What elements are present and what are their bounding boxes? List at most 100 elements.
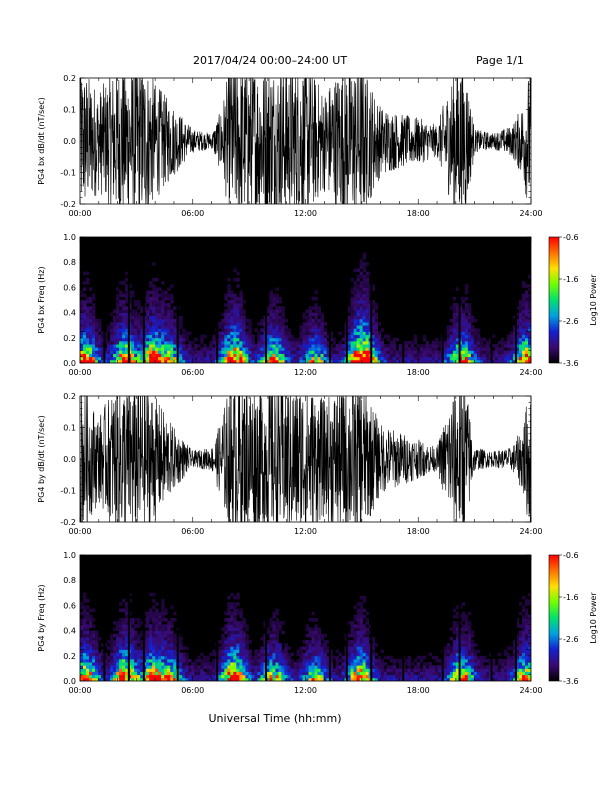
spectrogram-cell — [509, 668, 514, 672]
spectrogram-cell — [113, 655, 117, 660]
spectrogram-cell — [383, 655, 388, 660]
spectrogram-cell — [524, 658, 529, 663]
spectrogram-cell — [173, 334, 177, 339]
spectrogram-cell — [437, 668, 442, 672]
spectrogram-cell — [476, 350, 481, 354]
x-tick-label: 00:00 — [68, 209, 91, 218]
spectrogram-cell — [524, 614, 529, 619]
spectrogram-cell — [242, 630, 246, 635]
spectrogram-cell — [419, 344, 424, 348]
spectrogram-cell — [311, 671, 315, 676]
spectrogram-cell — [449, 658, 454, 663]
spectrogram-cell — [83, 309, 87, 313]
spectrogram-cell — [524, 602, 529, 606]
spectrogram-cell — [107, 353, 111, 358]
spectrogram-cell — [266, 334, 270, 339]
spectrogram-cell — [98, 677, 102, 681]
colorbar-tick-label: -3.6 — [563, 677, 579, 686]
spectrogram-cell — [272, 312, 276, 317]
spectrogram-cell — [86, 640, 90, 644]
spectrogram-cell — [272, 627, 276, 631]
spectrogram-cell — [275, 652, 279, 657]
spectrogram-cell — [158, 658, 162, 663]
spectrogram-cell — [179, 334, 183, 339]
spectrogram-cell — [236, 662, 240, 666]
spectrogram-cell — [122, 340, 126, 345]
spectrogram-cell — [89, 665, 93, 669]
spectrogram-cell — [296, 337, 300, 342]
spectrogram-cell — [428, 671, 433, 676]
spectrogram-cell — [467, 350, 472, 354]
spectrogram-cell — [299, 347, 303, 351]
spectrogram-cell — [92, 318, 96, 323]
spectrogram-cell — [260, 347, 264, 351]
spectrogram-cell — [86, 331, 90, 336]
spectrogram-cell — [236, 640, 240, 644]
spectrogram-cell — [140, 359, 144, 363]
spectrogram-cell — [86, 649, 90, 654]
spectrogram-cell — [233, 658, 237, 663]
spectrogram-cell — [473, 350, 478, 354]
spectrogram-cell — [521, 306, 526, 310]
spectrogram-cell — [257, 337, 261, 342]
spectrogram-cell — [272, 334, 276, 339]
spectrogram-cell — [92, 671, 96, 676]
spectrogram-cell — [122, 674, 126, 679]
spectrogram-cell — [323, 344, 327, 348]
spectrogram-cell — [254, 347, 258, 351]
spectrogram-cell — [218, 646, 222, 650]
spectrogram-cell — [299, 677, 303, 681]
y-tick-label: 0.2 — [63, 392, 76, 401]
spectrogram-cell — [122, 359, 126, 363]
spectrogram-cell — [362, 356, 367, 361]
spectrogram-cell — [140, 309, 144, 313]
spectrogram-cell — [158, 359, 162, 363]
spectrogram-cell — [338, 340, 342, 345]
spectrogram-cell — [224, 665, 228, 669]
spectrogram-cell — [275, 325, 279, 329]
spectrogram-cell — [236, 277, 240, 282]
spectrogram-cell — [422, 356, 427, 361]
spectrogram-cell — [359, 624, 364, 628]
spectrogram-cell — [236, 350, 240, 354]
spectrogram-cell — [527, 602, 531, 606]
spectrogram-cell — [230, 328, 234, 332]
spectrogram-cell — [245, 662, 249, 666]
spectrogram-cell — [119, 652, 123, 657]
spectrogram-cell — [395, 337, 400, 342]
spectrogram-cell — [293, 356, 297, 361]
spectrogram-cell — [476, 662, 481, 666]
spectrogram-cell — [116, 293, 120, 298]
spectrogram-cell — [260, 646, 264, 650]
spectrogram-cell — [146, 347, 150, 351]
spectrogram-cell — [152, 665, 156, 669]
spectrogram-cell — [233, 624, 237, 628]
spectrogram-cell — [137, 325, 141, 329]
spectrogram-cell — [524, 655, 529, 660]
spectrogram-cell — [311, 674, 315, 679]
spectrogram-cell — [467, 325, 472, 329]
spectrogram-cell — [455, 611, 460, 616]
spectrogram-cell — [266, 315, 270, 320]
spectrogram-cell — [224, 325, 228, 329]
spectrogram-cell — [242, 658, 246, 663]
spectrogram-cell — [194, 674, 198, 679]
spectrogram-cell — [308, 306, 312, 310]
spectrogram-cell — [476, 328, 481, 332]
spectrogram-cell — [245, 655, 249, 660]
spectrogram-cell — [158, 627, 162, 631]
spectrogram-cell — [230, 306, 234, 310]
spectrogram-cell — [101, 337, 105, 342]
spectrogram-cell — [452, 303, 457, 307]
spectrogram-cell — [281, 337, 285, 342]
spectrogram-cell — [257, 353, 261, 358]
spectrogram-cell — [227, 328, 231, 332]
spectrogram-cell — [476, 353, 481, 358]
spectrogram-cell — [218, 662, 222, 666]
spectrogram-cell — [245, 356, 249, 361]
spectrogram-cell — [86, 337, 90, 342]
spectrogram-cell — [245, 636, 249, 641]
spectrogram-cell — [131, 643, 135, 647]
spectrogram-cell — [161, 602, 165, 606]
spectrogram-cell — [455, 287, 460, 291]
